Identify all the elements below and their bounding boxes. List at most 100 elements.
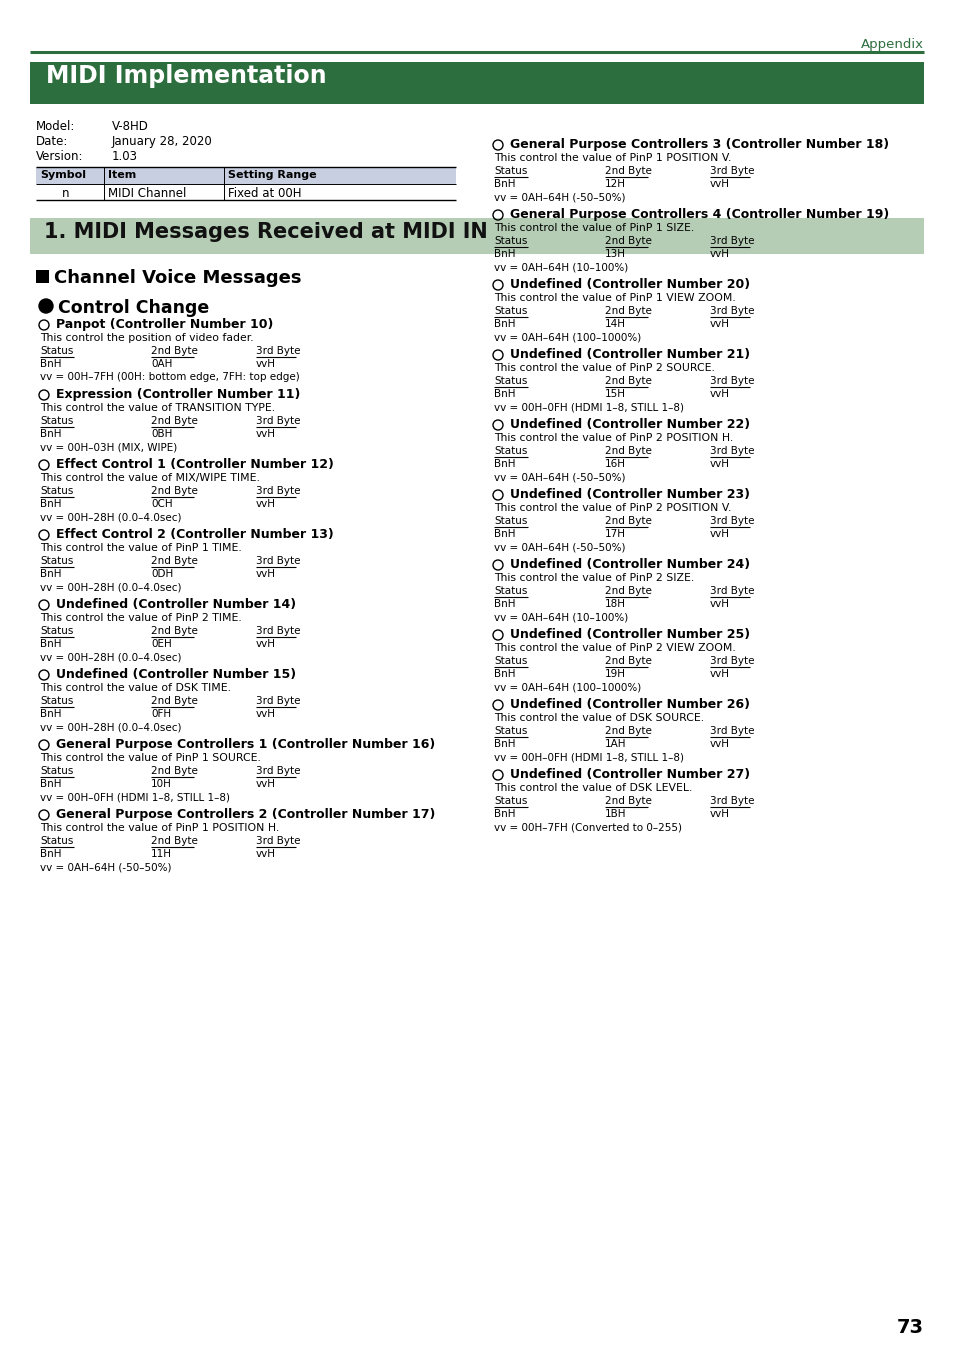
Text: This control the value of PinP 2 SIZE.: This control the value of PinP 2 SIZE. [494,572,694,583]
Text: 2nd Byte: 2nd Byte [151,416,197,427]
Text: 3rd Byte: 3rd Byte [709,516,754,526]
Text: vv = 00H–7FH (Converted to 0–255): vv = 00H–7FH (Converted to 0–255) [494,822,681,832]
Text: 2nd Byte: 2nd Byte [604,586,651,595]
Text: 1.03: 1.03 [112,150,138,163]
Text: Status: Status [494,656,527,666]
Text: vvH: vvH [255,849,275,859]
Text: 73: 73 [896,1318,923,1336]
Text: This control the value of PinP 2 VIEW ZOOM.: This control the value of PinP 2 VIEW ZO… [494,643,735,653]
Text: 2nd Byte: 2nd Byte [604,726,651,736]
Text: 3rd Byte: 3rd Byte [709,446,754,456]
Text: Control Change: Control Change [58,298,209,317]
Text: 2nd Byte: 2nd Byte [604,236,651,246]
Text: Undefined (Controller Number 22): Undefined (Controller Number 22) [510,418,749,431]
Text: Status: Status [40,626,73,636]
Text: This control the position of video fader.: This control the position of video fader… [40,333,253,343]
Text: BnH: BnH [40,639,61,649]
Text: vvH: vvH [709,389,729,400]
Text: Symbol: Symbol [40,170,86,180]
Text: Appendix: Appendix [861,38,923,51]
Text: 2nd Byte: 2nd Byte [604,166,651,176]
Text: BnH: BnH [40,568,61,579]
Text: vvH: vvH [255,500,275,509]
Text: vv = 0AH–64H (100–1000%): vv = 0AH–64H (100–1000%) [494,682,640,693]
Text: This control the value of PinP 1 POSITION H.: This control the value of PinP 1 POSITIO… [40,824,279,833]
Text: BnH: BnH [494,599,515,609]
Text: 2nd Byte: 2nd Byte [151,836,197,846]
Text: 3rd Byte: 3rd Byte [709,796,754,806]
Text: vvH: vvH [255,429,275,439]
Text: This control the value of PinP 2 POSITION H.: This control the value of PinP 2 POSITIO… [494,433,733,443]
Text: vvH: vvH [255,639,275,649]
Text: 2nd Byte: 2nd Byte [151,697,197,706]
Text: This control the value of PinP 1 SIZE.: This control the value of PinP 1 SIZE. [494,223,694,234]
Text: vvH: vvH [709,738,729,749]
Text: This control the value of TRANSITION TYPE.: This control the value of TRANSITION TYP… [40,404,274,413]
Text: 3rd Byte: 3rd Byte [709,166,754,176]
Bar [36,167,456,184]
Text: Item: Item [108,170,136,180]
Text: Status: Status [40,416,73,427]
Text: 1. MIDI Messages Received at MIDI IN: 1. MIDI Messages Received at MIDI IN [44,221,487,242]
Text: 0DH: 0DH [151,568,173,579]
Text: BnH: BnH [40,709,61,720]
Text: 2nd Byte: 2nd Byte [604,446,651,456]
Text: 2nd Byte: 2nd Byte [604,306,651,316]
Text: 3rd Byte: 3rd Byte [255,626,300,636]
Text: Status: Status [40,836,73,846]
Text: 3rd Byte: 3rd Byte [709,377,754,386]
Text: vv = 0AH–64H (10–100%): vv = 0AH–64H (10–100%) [494,612,628,622]
Text: Expression (Controller Number 11): Expression (Controller Number 11) [56,387,300,401]
Text: vv = 00H–28H (0.0–4.0sec): vv = 00H–28H (0.0–4.0sec) [40,652,181,662]
Text: BnH: BnH [40,849,61,859]
Text: 12H: 12H [604,180,625,189]
Text: 3rd Byte: 3rd Byte [709,726,754,736]
Text: BnH: BnH [494,389,515,400]
Text: 2nd Byte: 2nd Byte [604,656,651,666]
Text: vvH: vvH [709,529,729,539]
Text: BnH: BnH [494,459,515,468]
Text: General Purpose Controllers 1 (Controller Number 16): General Purpose Controllers 1 (Controlle… [56,738,435,751]
Text: Status: Status [40,765,73,776]
Text: vv = 0AH–64H (-50–50%): vv = 0AH–64H (-50–50%) [494,541,625,552]
Text: January 28, 2020: January 28, 2020 [112,135,213,148]
Text: 3rd Byte: 3rd Byte [709,306,754,316]
Text: 2nd Byte: 2nd Byte [151,486,197,495]
Text: Status: Status [40,697,73,706]
Text: BnH: BnH [494,529,515,539]
Bar [30,217,923,254]
Text: vvH: vvH [709,459,729,468]
Text: Status: Status [494,726,527,736]
Text: 11H: 11H [151,849,172,859]
Text: Status: Status [40,346,73,356]
Text: 0BH: 0BH [151,429,172,439]
Text: 16H: 16H [604,459,625,468]
Text: 3rd Byte: 3rd Byte [709,586,754,595]
Text: This control the value of PinP 1 POSITION V.: This control the value of PinP 1 POSITIO… [494,153,731,163]
Text: vv = 00H–0FH (HDMI 1–8, STILL 1–8): vv = 00H–0FH (HDMI 1–8, STILL 1–8) [494,752,683,761]
Text: Channel Voice Messages: Channel Voice Messages [54,269,301,288]
Text: vvH: vvH [709,319,729,329]
Text: This control the value of PinP 2 SOURCE.: This control the value of PinP 2 SOURCE. [494,363,714,373]
Text: This control the value of MIX/WIPE TIME.: This control the value of MIX/WIPE TIME. [40,472,259,483]
Text: vvH: vvH [255,709,275,720]
Text: 3rd Byte: 3rd Byte [709,656,754,666]
Text: 0AH: 0AH [151,359,172,369]
Text: 0EH: 0EH [151,639,172,649]
Text: Fixed at 00H: Fixed at 00H [228,188,301,200]
Text: 3rd Byte: 3rd Byte [255,556,300,566]
Text: V-8HD: V-8HD [112,120,149,134]
Text: This control the value of DSK SOURCE.: This control the value of DSK SOURCE. [494,713,703,724]
Text: This control the value of DSK TIME.: This control the value of DSK TIME. [40,683,231,693]
Text: vv = 0AH–64H (-50–50%): vv = 0AH–64H (-50–50%) [494,192,625,202]
Text: 3rd Byte: 3rd Byte [255,346,300,356]
Text: 2nd Byte: 2nd Byte [604,377,651,386]
Text: vv = 00H–28H (0.0–4.0sec): vv = 00H–28H (0.0–4.0sec) [40,512,181,522]
Text: 3rd Byte: 3rd Byte [709,236,754,246]
Text: Model:: Model: [36,120,75,134]
Text: 1AH: 1AH [604,738,626,749]
Text: vv = 00H–0FH (HDMI 1–8, STILL 1–8): vv = 00H–0FH (HDMI 1–8, STILL 1–8) [40,792,230,802]
Text: 3rd Byte: 3rd Byte [255,486,300,495]
Text: BnH: BnH [40,429,61,439]
Text: MIDI Implementation: MIDI Implementation [46,63,326,88]
